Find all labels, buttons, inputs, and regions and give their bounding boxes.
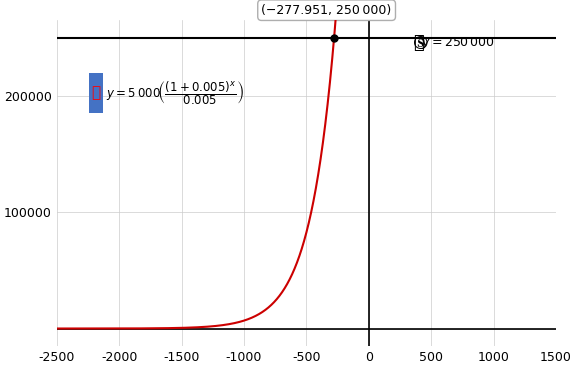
Text: $y = 250\,000$: $y = 250\,000$	[420, 35, 495, 52]
Text: $y = 5\,000\!\left(\dfrac{(1+0.005)^{x}}{0.005}\right)$: $y = 5\,000\!\left(\dfrac{(1+0.005)^{x}}…	[105, 79, 244, 107]
Text: Ⓝ: Ⓝ	[92, 85, 101, 100]
Text: $\mathbf{\circledS}$: $\mathbf{\circledS}$	[413, 34, 429, 53]
Text: (−277.951, 250 000): (−277.951, 250 000)	[262, 4, 392, 17]
Bar	[89, 72, 103, 113]
Text: Ⓝ: Ⓝ	[413, 35, 424, 53]
